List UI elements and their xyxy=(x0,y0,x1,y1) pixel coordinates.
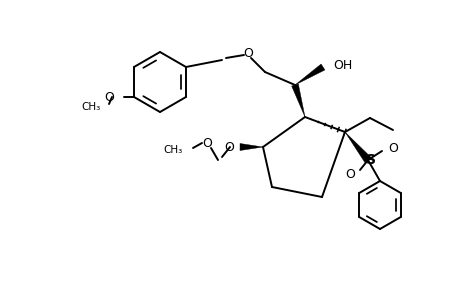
Polygon shape xyxy=(344,132,370,163)
Polygon shape xyxy=(294,64,324,85)
Text: O: O xyxy=(224,140,234,154)
Text: OH: OH xyxy=(332,58,352,71)
Text: O: O xyxy=(387,142,397,154)
Text: CH₃: CH₃ xyxy=(163,145,183,155)
Text: CH₃: CH₃ xyxy=(82,102,101,112)
Text: O: O xyxy=(202,136,212,149)
Polygon shape xyxy=(240,143,263,151)
Text: O: O xyxy=(104,91,114,103)
Text: S: S xyxy=(365,153,375,167)
Text: O: O xyxy=(344,169,354,182)
Polygon shape xyxy=(291,84,304,117)
Text: O: O xyxy=(242,46,252,59)
